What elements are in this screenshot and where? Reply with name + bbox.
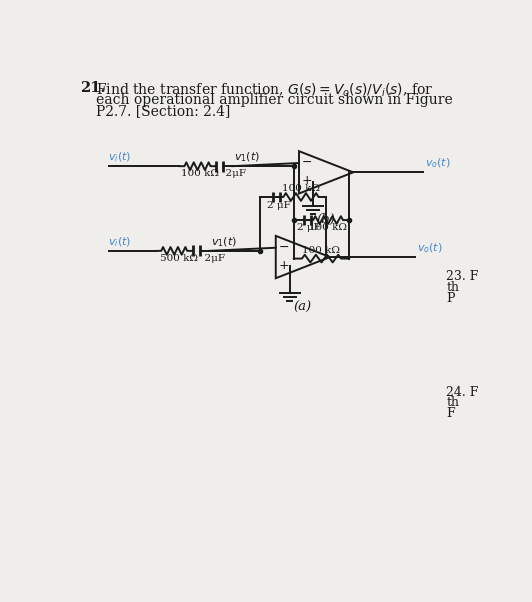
Text: $v_o(t)$: $v_o(t)$ — [417, 241, 443, 255]
Text: P2.7. [Section: 2.4]: P2.7. [Section: 2.4] — [96, 105, 230, 119]
Text: $v_1(t)$: $v_1(t)$ — [211, 235, 237, 249]
Text: $v_1(t)$: $v_1(t)$ — [234, 150, 260, 164]
Text: (b): (b) — [317, 213, 336, 226]
Text: 100 kΩ  2μF: 100 kΩ 2μF — [181, 169, 246, 178]
Text: th: th — [446, 396, 459, 409]
Text: 100 kΩ: 100 kΩ — [282, 184, 320, 193]
Text: 24. F: 24. F — [446, 386, 479, 399]
Text: $v_o(t)$: $v_o(t)$ — [425, 157, 451, 170]
Text: Find the transfer function, $G(s) = V_o(s)/V_i(s)$, for: Find the transfer function, $G(s) = V_o(… — [96, 81, 433, 99]
Text: 2 μF: 2 μF — [267, 201, 290, 210]
Text: 500 kΩ  2μF: 500 kΩ 2μF — [160, 254, 225, 263]
Text: 2 μF: 2 μF — [297, 223, 321, 232]
Text: (a): (a) — [294, 302, 312, 314]
Text: $v_i(t)$: $v_i(t)$ — [107, 235, 131, 249]
Text: 23. F: 23. F — [446, 270, 479, 283]
Text: 100 kΩ: 100 kΩ — [303, 246, 340, 255]
Text: +: + — [279, 259, 289, 272]
Text: $v_i(t)$: $v_i(t)$ — [107, 150, 131, 164]
Text: th: th — [446, 281, 459, 294]
Text: +: + — [302, 175, 313, 187]
Text: −: − — [302, 156, 313, 169]
Text: each operational amplifier circuit shown in Figure: each operational amplifier circuit shown… — [96, 93, 453, 107]
Text: F: F — [446, 407, 455, 420]
Text: P: P — [446, 292, 455, 305]
Text: −: − — [279, 240, 289, 253]
Text: 21.: 21. — [80, 81, 106, 96]
Text: 100 kΩ: 100 kΩ — [309, 223, 347, 232]
